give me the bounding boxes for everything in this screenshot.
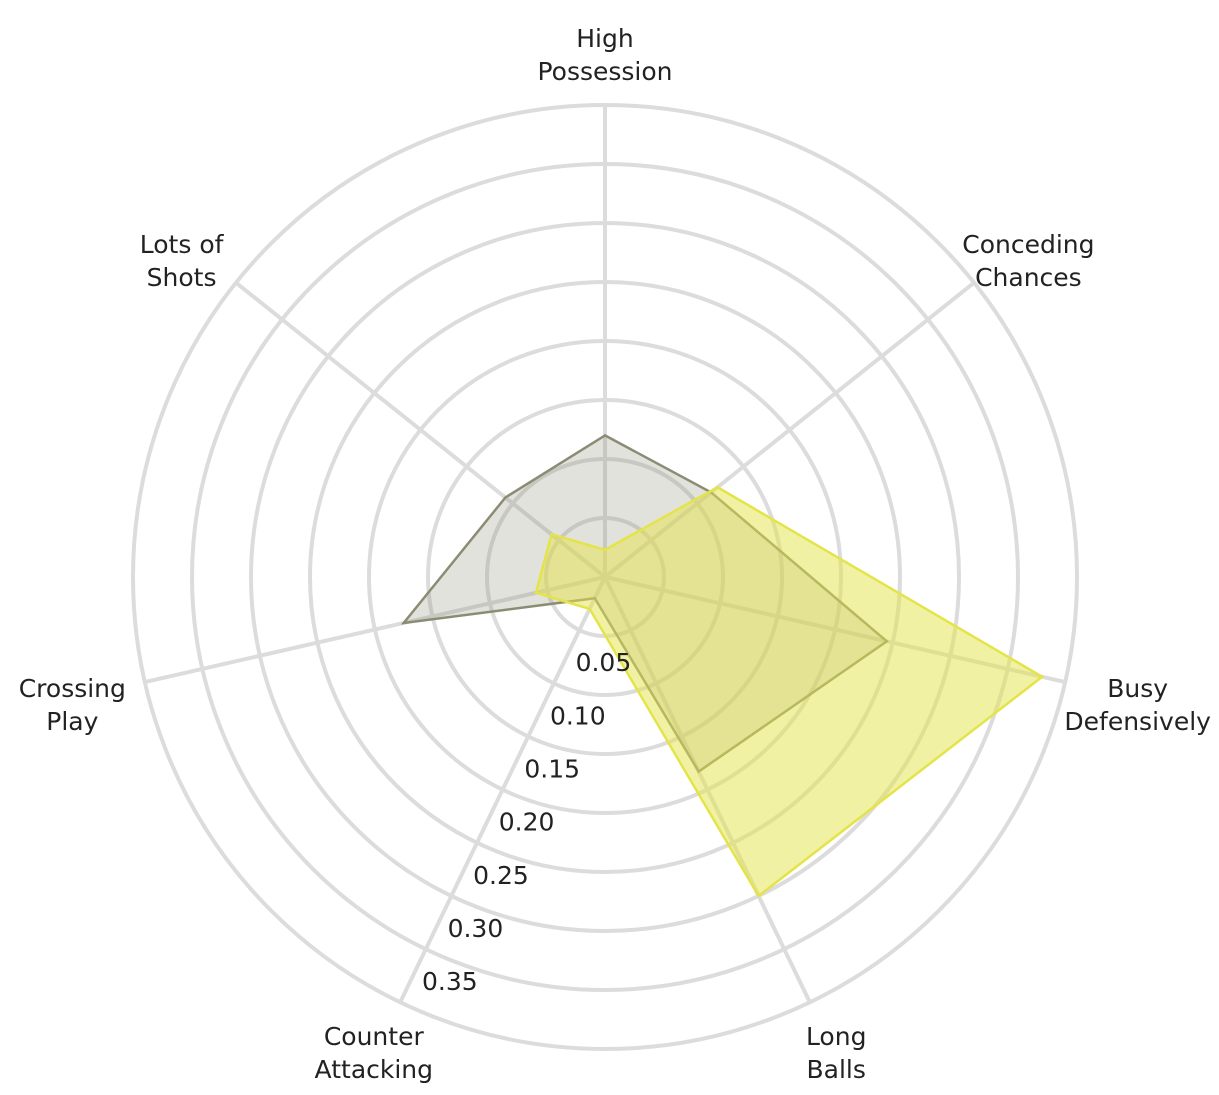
spoke — [398, 576, 607, 1004]
category-label: Conceding Chances — [962, 229, 1095, 292]
category-label: Lots of Shots — [139, 229, 224, 292]
tick-label: 0.20 — [499, 808, 555, 837]
spoke — [234, 281, 607, 579]
tick-label: 0.35 — [422, 967, 478, 996]
category-label: Crossing Play — [18, 673, 126, 736]
category-label: Counter Attacking — [314, 1021, 434, 1084]
category-label: High Possession — [537, 24, 673, 86]
tick-label: 0.30 — [448, 914, 504, 943]
tick-label: 0.05 — [576, 648, 632, 677]
tick-label: 0.25 — [473, 861, 529, 890]
tick-label: 0.15 — [524, 754, 580, 783]
tick-label: 0.10 — [550, 701, 606, 730]
spoke — [144, 575, 606, 684]
category-label: Busy Defensively — [1064, 673, 1211, 736]
category-label: Long Balls — [805, 1021, 867, 1084]
series-area — [534, 485, 1045, 898]
